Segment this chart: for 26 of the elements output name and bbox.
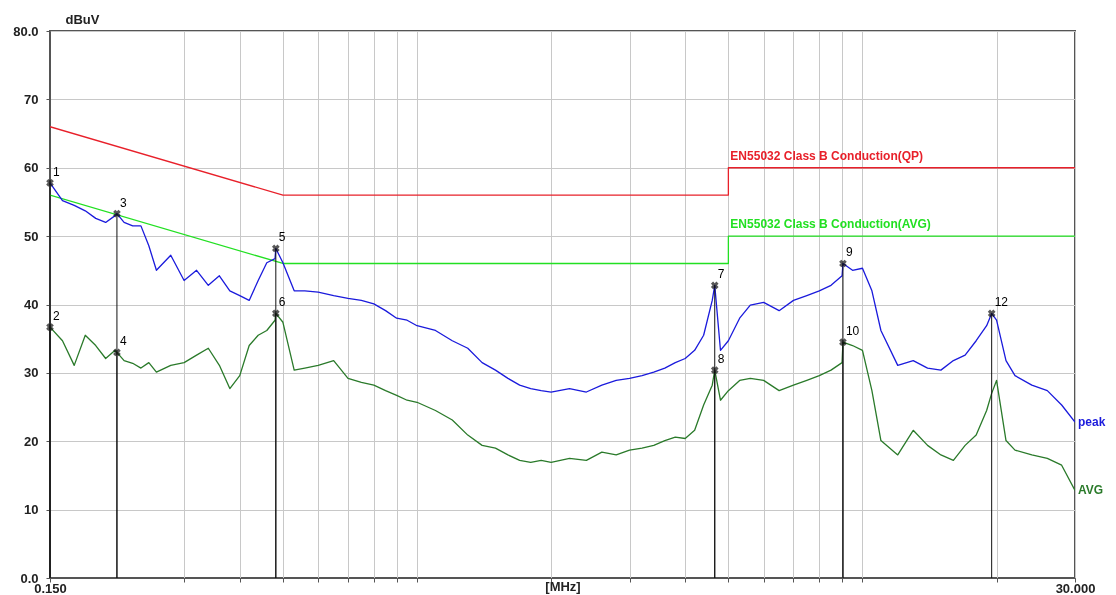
y-tick-label: 80.0 bbox=[13, 23, 39, 39]
y-tick-label: 30 bbox=[24, 365, 39, 381]
annotation: 8 bbox=[717, 352, 725, 367]
y-tick-label: 50 bbox=[24, 228, 39, 244]
annotation: 5 bbox=[278, 230, 286, 245]
x-tick-label: 30.000 bbox=[1055, 580, 1096, 595]
annotation: 1 bbox=[53, 164, 60, 179]
y-tick-label: 70 bbox=[24, 91, 39, 107]
y-tick-label: 60 bbox=[24, 160, 39, 176]
y-tick-label: 10 bbox=[24, 502, 39, 518]
annotation: 10 bbox=[845, 324, 860, 339]
annotation: 3 bbox=[119, 195, 127, 210]
annotation: 12 bbox=[994, 295, 1009, 310]
annotation: 7 bbox=[717, 267, 725, 282]
x-axis-title: [MHz] bbox=[545, 578, 581, 594]
annotation: 2 bbox=[53, 309, 60, 324]
series-label: peak bbox=[1078, 415, 1106, 430]
annotation: 9 bbox=[845, 245, 853, 260]
y-tick-label: 40 bbox=[24, 297, 39, 312]
annotation: 4 bbox=[119, 334, 127, 349]
series-label: EN55032 Class B Conduction(QP) bbox=[730, 148, 924, 163]
y-tick-label: 20 bbox=[24, 433, 39, 449]
series-label: EN55032 Class B Conduction(AVG) bbox=[730, 217, 931, 232]
y-axis-title: dBuV bbox=[65, 11, 100, 27]
annotation: 6 bbox=[278, 295, 286, 310]
series-label: AVG bbox=[1078, 483, 1104, 498]
